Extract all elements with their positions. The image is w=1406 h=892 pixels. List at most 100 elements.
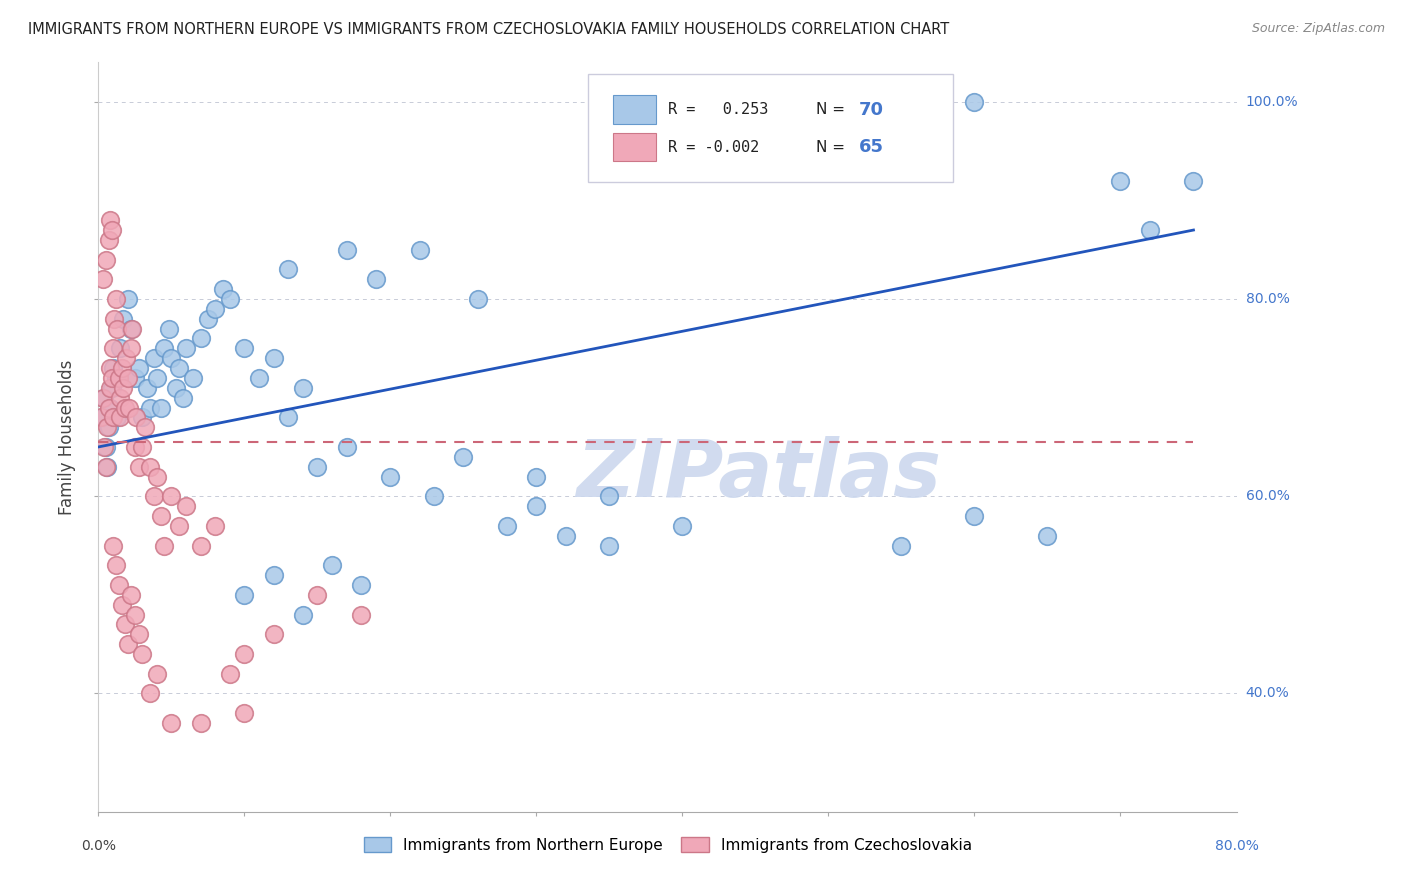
Point [97, 401, 120, 415]
Point [108, 371, 131, 385]
Point [96, 420, 118, 434]
Point [90, 410, 112, 425]
Point [97, 420, 120, 434]
Point [247, 371, 270, 385]
Point [94, 440, 117, 454]
Point [183, 371, 205, 385]
Point [142, 351, 165, 366]
Point [336, 243, 359, 257]
Point [190, 716, 212, 731]
FancyBboxPatch shape [588, 74, 953, 182]
Point [114, 617, 136, 632]
Text: IMMIGRANTS FROM NORTHERN EUROPE VS IMMIGRANTS FROM CZECHOSLOVAKIA FAMILY HOUSEHO: IMMIGRANTS FROM NORTHERN EUROPE VS IMMIG… [28, 22, 949, 37]
Point [91, 391, 114, 405]
Point [98, 213, 121, 227]
Point [172, 391, 194, 405]
Point [307, 588, 329, 602]
Point [117, 637, 139, 651]
Point [157, 321, 180, 335]
Point [233, 706, 256, 720]
Point [190, 539, 212, 553]
Point [135, 381, 157, 395]
Point [190, 331, 212, 345]
Point [263, 351, 285, 366]
Point [103, 311, 125, 326]
Point [160, 489, 183, 503]
Point [233, 647, 256, 661]
Point [138, 686, 160, 700]
Point [138, 459, 160, 474]
Point [120, 588, 142, 602]
Point [526, 499, 548, 513]
Point [890, 95, 912, 109]
Point [467, 292, 489, 306]
Text: ZIPatlas: ZIPatlas [576, 435, 942, 514]
Point [174, 499, 197, 513]
Point [124, 440, 146, 454]
Point [117, 292, 139, 306]
Point [114, 401, 136, 415]
Point [101, 539, 124, 553]
Point [890, 539, 912, 553]
Point [963, 95, 986, 109]
Point [107, 321, 129, 335]
Point [98, 381, 121, 395]
Point [104, 292, 127, 306]
Point [291, 607, 314, 622]
Point [160, 716, 183, 731]
Point [1182, 174, 1205, 188]
Point [423, 489, 446, 503]
Point [104, 558, 127, 573]
Point [94, 459, 117, 474]
Text: N =: N = [815, 140, 849, 154]
Point [104, 371, 127, 385]
Point [134, 420, 156, 434]
Point [277, 410, 299, 425]
Point [233, 588, 256, 602]
Point [146, 666, 169, 681]
Point [93, 391, 115, 405]
Point [165, 381, 187, 395]
Point [1109, 174, 1132, 188]
Point [554, 529, 576, 543]
Point [98, 401, 121, 415]
Point [218, 292, 240, 306]
Point [100, 223, 122, 237]
Point [526, 469, 548, 483]
Point [121, 321, 143, 335]
Point [364, 272, 387, 286]
Text: 80.0%: 80.0% [1215, 839, 1260, 854]
Bar [613, 95, 657, 124]
Bar [613, 133, 657, 161]
Point [307, 459, 329, 474]
Point [204, 301, 226, 316]
Point [496, 518, 519, 533]
Text: 70: 70 [859, 101, 884, 119]
Point [128, 627, 150, 641]
Point [91, 272, 114, 286]
Point [93, 440, 115, 454]
Point [98, 361, 121, 376]
Point [101, 361, 124, 376]
Point [110, 410, 132, 425]
Point [131, 647, 153, 661]
Point [111, 598, 134, 612]
Point [101, 342, 124, 356]
Text: 65: 65 [859, 138, 884, 156]
Text: 40.0%: 40.0% [1246, 687, 1289, 700]
Point [218, 666, 240, 681]
Point [211, 282, 233, 296]
Point [124, 371, 146, 385]
Point [110, 342, 132, 356]
Text: 100.0%: 100.0% [1246, 95, 1298, 109]
Point [350, 578, 373, 592]
Point [598, 539, 620, 553]
Point [111, 361, 134, 376]
Point [197, 311, 219, 326]
Point [131, 440, 153, 454]
Point [153, 342, 176, 356]
Point [131, 410, 153, 425]
Point [146, 371, 169, 385]
Point [120, 342, 142, 356]
Point [117, 371, 139, 385]
